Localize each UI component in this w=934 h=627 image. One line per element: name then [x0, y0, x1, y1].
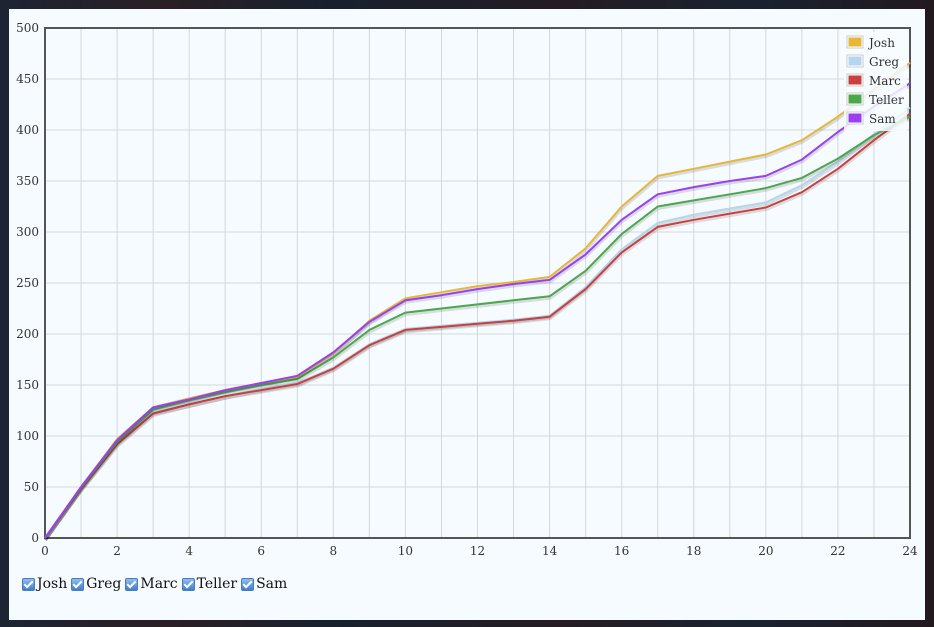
checkbox-icon[interactable] — [241, 577, 255, 591]
y-tick-label: 0 — [31, 531, 39, 545]
series-shadow — [44, 108, 912, 541]
legend-label: Marc — [869, 74, 901, 88]
x-tick-label: 22 — [830, 544, 845, 558]
toggle-label: Josh — [37, 576, 68, 592]
legend-swatch — [848, 113, 862, 123]
x-tick-label: 14 — [542, 544, 558, 558]
legend-swatch — [848, 75, 862, 85]
toggle-teller[interactable]: Teller — [181, 576, 238, 592]
x-tick-label: 12 — [470, 544, 485, 558]
series-toggle-bar: Josh Greg Marc Teller Sam — [22, 576, 291, 592]
x-tick-label: 2 — [113, 544, 121, 558]
toggle-josh[interactable]: Josh — [22, 576, 67, 592]
toggle-label: Sam — [256, 576, 288, 592]
legend-swatch — [848, 56, 862, 66]
y-tick-label: 300 — [16, 225, 39, 239]
checkbox-icon[interactable] — [71, 577, 85, 591]
y-tick-label: 500 — [16, 21, 39, 35]
checkbox-icon[interactable] — [125, 577, 139, 591]
series-shadow — [44, 83, 912, 541]
legend-label: Greg — [869, 55, 899, 69]
grid — [44, 27, 911, 539]
legend-swatch — [848, 94, 862, 104]
checkbox-icon[interactable] — [22, 577, 35, 591]
x-tick-label: 8 — [330, 544, 338, 558]
toggle-label: Greg — [86, 576, 122, 592]
legend-label: Josh — [867, 36, 895, 50]
y-tick-label: 100 — [16, 429, 39, 443]
y-tick-label: 450 — [16, 72, 39, 86]
x-tick-label: 20 — [758, 544, 773, 558]
y-tick-label: 400 — [16, 123, 39, 137]
axis-frame — [44, 27, 911, 539]
x-tick-label: 18 — [686, 544, 701, 558]
y-tick-label: 150 — [16, 378, 39, 392]
legend: Josh Greg Marc Teller Sam — [844, 32, 907, 131]
toggle-sam[interactable]: Sam — [241, 576, 287, 592]
x-tick-label: 16 — [614, 544, 629, 558]
series-line-sam — [44, 82, 911, 539]
series-lines — [44, 61, 912, 541]
y-tick-label: 200 — [16, 327, 39, 341]
toggle-label: Teller — [196, 576, 238, 592]
checkbox-icon[interactable] — [181, 577, 195, 591]
x-tick-label: 4 — [185, 544, 193, 558]
legend-label: Teller — [869, 93, 904, 107]
y-tick-label: 350 — [16, 174, 39, 188]
toggle-marc[interactable]: Marc — [125, 576, 178, 592]
x-tick-label: 0 — [41, 544, 49, 558]
legend-swatch — [848, 37, 862, 47]
x-tick-label: 6 — [257, 544, 265, 558]
toggle-greg[interactable]: Greg — [71, 576, 121, 592]
y-tick-label: 50 — [24, 480, 39, 494]
x-tick-label: 24 — [902, 544, 918, 558]
toggle-label: Marc — [140, 576, 178, 592]
y-tick-label: 250 — [16, 276, 39, 290]
series-shadow — [44, 117, 912, 541]
series-shadow — [44, 114, 912, 541]
legend-label: Sam — [869, 112, 896, 126]
series-line-marc — [44, 112, 911, 539]
x-tick-label: 10 — [398, 544, 413, 558]
